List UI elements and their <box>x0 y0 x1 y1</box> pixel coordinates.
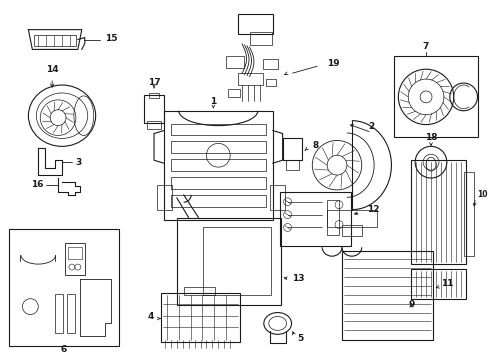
Text: 18: 18 <box>424 134 436 143</box>
Text: 19: 19 <box>326 59 339 68</box>
Text: 12: 12 <box>366 205 378 214</box>
Text: 14: 14 <box>46 65 59 74</box>
Text: 15: 15 <box>104 34 117 43</box>
Text: 13: 13 <box>292 274 305 283</box>
Text: 11: 11 <box>440 279 452 288</box>
Bar <box>65 243 84 275</box>
Bar <box>157 185 171 210</box>
Bar <box>341 251 432 340</box>
Bar <box>279 192 350 246</box>
Bar <box>394 57 477 138</box>
Text: 5: 5 <box>297 334 303 343</box>
Text: 10: 10 <box>476 190 487 199</box>
Text: 4: 4 <box>147 312 154 321</box>
Bar <box>177 217 280 305</box>
Bar <box>149 93 159 98</box>
Bar <box>144 95 163 123</box>
Bar <box>9 229 119 346</box>
Bar <box>34 35 76 46</box>
Bar <box>341 225 361 237</box>
Text: 3: 3 <box>75 158 81 167</box>
Bar <box>269 185 284 210</box>
Bar <box>262 59 277 69</box>
Bar <box>265 79 275 86</box>
Bar <box>163 111 272 220</box>
Bar <box>55 294 63 333</box>
Bar <box>326 210 376 228</box>
Bar <box>170 141 265 153</box>
Bar <box>410 160 465 264</box>
Bar <box>68 247 81 259</box>
Text: 9: 9 <box>407 300 413 309</box>
Bar <box>170 177 265 189</box>
Text: 17: 17 <box>147 78 160 87</box>
Bar <box>238 14 272 33</box>
Bar <box>161 293 240 342</box>
Bar <box>170 195 265 207</box>
Bar <box>285 160 299 170</box>
Bar <box>228 89 240 97</box>
Text: 2: 2 <box>368 122 374 131</box>
Text: 7: 7 <box>422 42 428 51</box>
Bar <box>183 287 215 295</box>
Bar <box>147 121 161 129</box>
Bar <box>226 57 244 68</box>
Bar <box>203 228 270 295</box>
Text: 6: 6 <box>61 345 67 354</box>
Bar <box>238 73 262 85</box>
Bar <box>67 294 75 333</box>
Bar <box>463 172 472 256</box>
Bar <box>170 159 265 171</box>
Text: 16: 16 <box>31 180 43 189</box>
Text: 1: 1 <box>210 97 216 106</box>
Bar <box>170 123 265 135</box>
Bar <box>249 32 271 45</box>
Bar <box>410 269 465 299</box>
Bar <box>282 139 302 160</box>
Bar <box>326 200 338 235</box>
Text: 8: 8 <box>312 141 318 150</box>
